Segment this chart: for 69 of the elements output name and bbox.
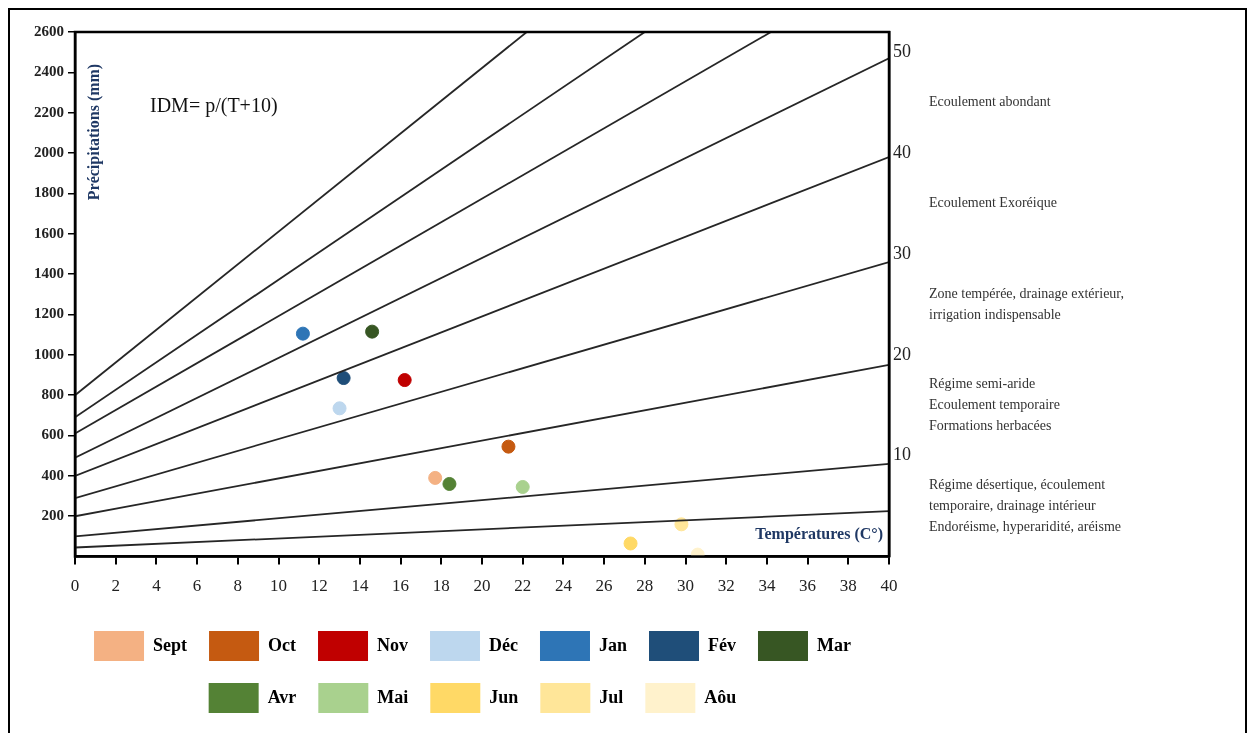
x-tick-label: 34 — [758, 576, 776, 596]
legend-label: Aôu — [704, 686, 737, 707]
y-tick-label: 1600 — [34, 224, 64, 241]
x-tick-label: 20 — [473, 576, 491, 596]
y2-tick-label: 30 — [893, 242, 911, 263]
legend-label: Déc — [489, 634, 519, 655]
y-tick-label: 2400 — [34, 63, 64, 80]
x-tick-label: 36 — [799, 576, 817, 596]
annotation: IDM= p/(T+10) — [150, 94, 278, 118]
x-tick-label: 4 — [152, 576, 162, 596]
y-tick-label: 1200 — [34, 305, 64, 322]
point — [332, 401, 347, 416]
y-tick-label: 800 — [41, 386, 64, 403]
legend-label: Avr — [267, 686, 297, 707]
y2-tick-label: 40 — [893, 141, 911, 162]
x-tick-label: 14 — [351, 576, 369, 596]
y2-tick-label: 10 — [893, 444, 911, 465]
x-tick-label: 32 — [717, 576, 735, 596]
legend-label: Fév — [708, 634, 736, 655]
x-tick-label: 28 — [636, 576, 654, 596]
point — [336, 371, 351, 386]
y2-tick-label: 50 — [893, 40, 911, 61]
y-tick-label: 2200 — [34, 103, 64, 120]
x-tick-label: 26 — [595, 576, 613, 596]
x-tick-label: 6 — [192, 576, 202, 596]
text: Ecoulement abondant — [929, 94, 1051, 110]
y-tick-label: 200 — [41, 507, 64, 524]
x-tick-label: 0 — [70, 576, 80, 596]
x-tick-label: 38 — [839, 576, 857, 596]
legend-label: Mar — [816, 634, 851, 655]
y2-tick-label: 20 — [893, 343, 911, 364]
y-tick-label: 1000 — [34, 345, 64, 362]
y-tick-label: 1800 — [34, 184, 64, 201]
x-tick-label: 30 — [677, 576, 694, 596]
x-tick-label: 12 — [310, 576, 328, 596]
y-tick-label: 2000 — [34, 143, 64, 160]
text: Ecoulement Exoréique — [929, 195, 1057, 211]
text: Régime semi-aride Ecoulement temporaire Formations herbacées — [929, 375, 1060, 433]
x-axis-title: Températures (C°) — [755, 524, 883, 543]
x-tick-label: 10 — [270, 576, 287, 596]
y-tick-label: 400 — [41, 466, 64, 483]
x-tick-label: 40 — [880, 576, 898, 596]
text: Régime désertique, écoulement temporaire, drainage intérieur Endoréisme, hyperaridité, aréisme — [929, 476, 1122, 534]
y-axis-title: Précipitations (mm) — [85, 63, 104, 201]
legend-label: Nov — [377, 634, 409, 655]
point — [515, 479, 530, 494]
legend-label: Sept — [153, 634, 188, 655]
y-tick-label: 1400 — [34, 265, 64, 281]
legend-label: Oct — [268, 634, 297, 655]
point — [428, 470, 443, 485]
x-tick-label: 22 — [514, 576, 532, 596]
text: Zone tempérée, drainage extérieur, irrigation indispensable — [929, 285, 1124, 322]
point — [365, 324, 380, 339]
y-tick-label: 2600 — [34, 22, 64, 39]
legend-label: Mai — [377, 686, 409, 707]
legend-label: Jul — [599, 686, 624, 707]
point — [501, 439, 516, 454]
legend-label: Jan — [599, 634, 628, 655]
x-tick-label: 2 — [111, 576, 120, 596]
y-tick-label: 600 — [41, 426, 64, 443]
x-tick-label: 16 — [392, 576, 410, 596]
x-tick-label: 24 — [554, 576, 573, 596]
point — [623, 536, 638, 551]
point — [397, 373, 412, 388]
x-tick-label: 8 — [233, 576, 243, 596]
legend-label: Jun — [489, 686, 519, 707]
point — [295, 326, 310, 341]
x-tick-label: 18 — [432, 576, 450, 596]
point — [442, 476, 457, 491]
